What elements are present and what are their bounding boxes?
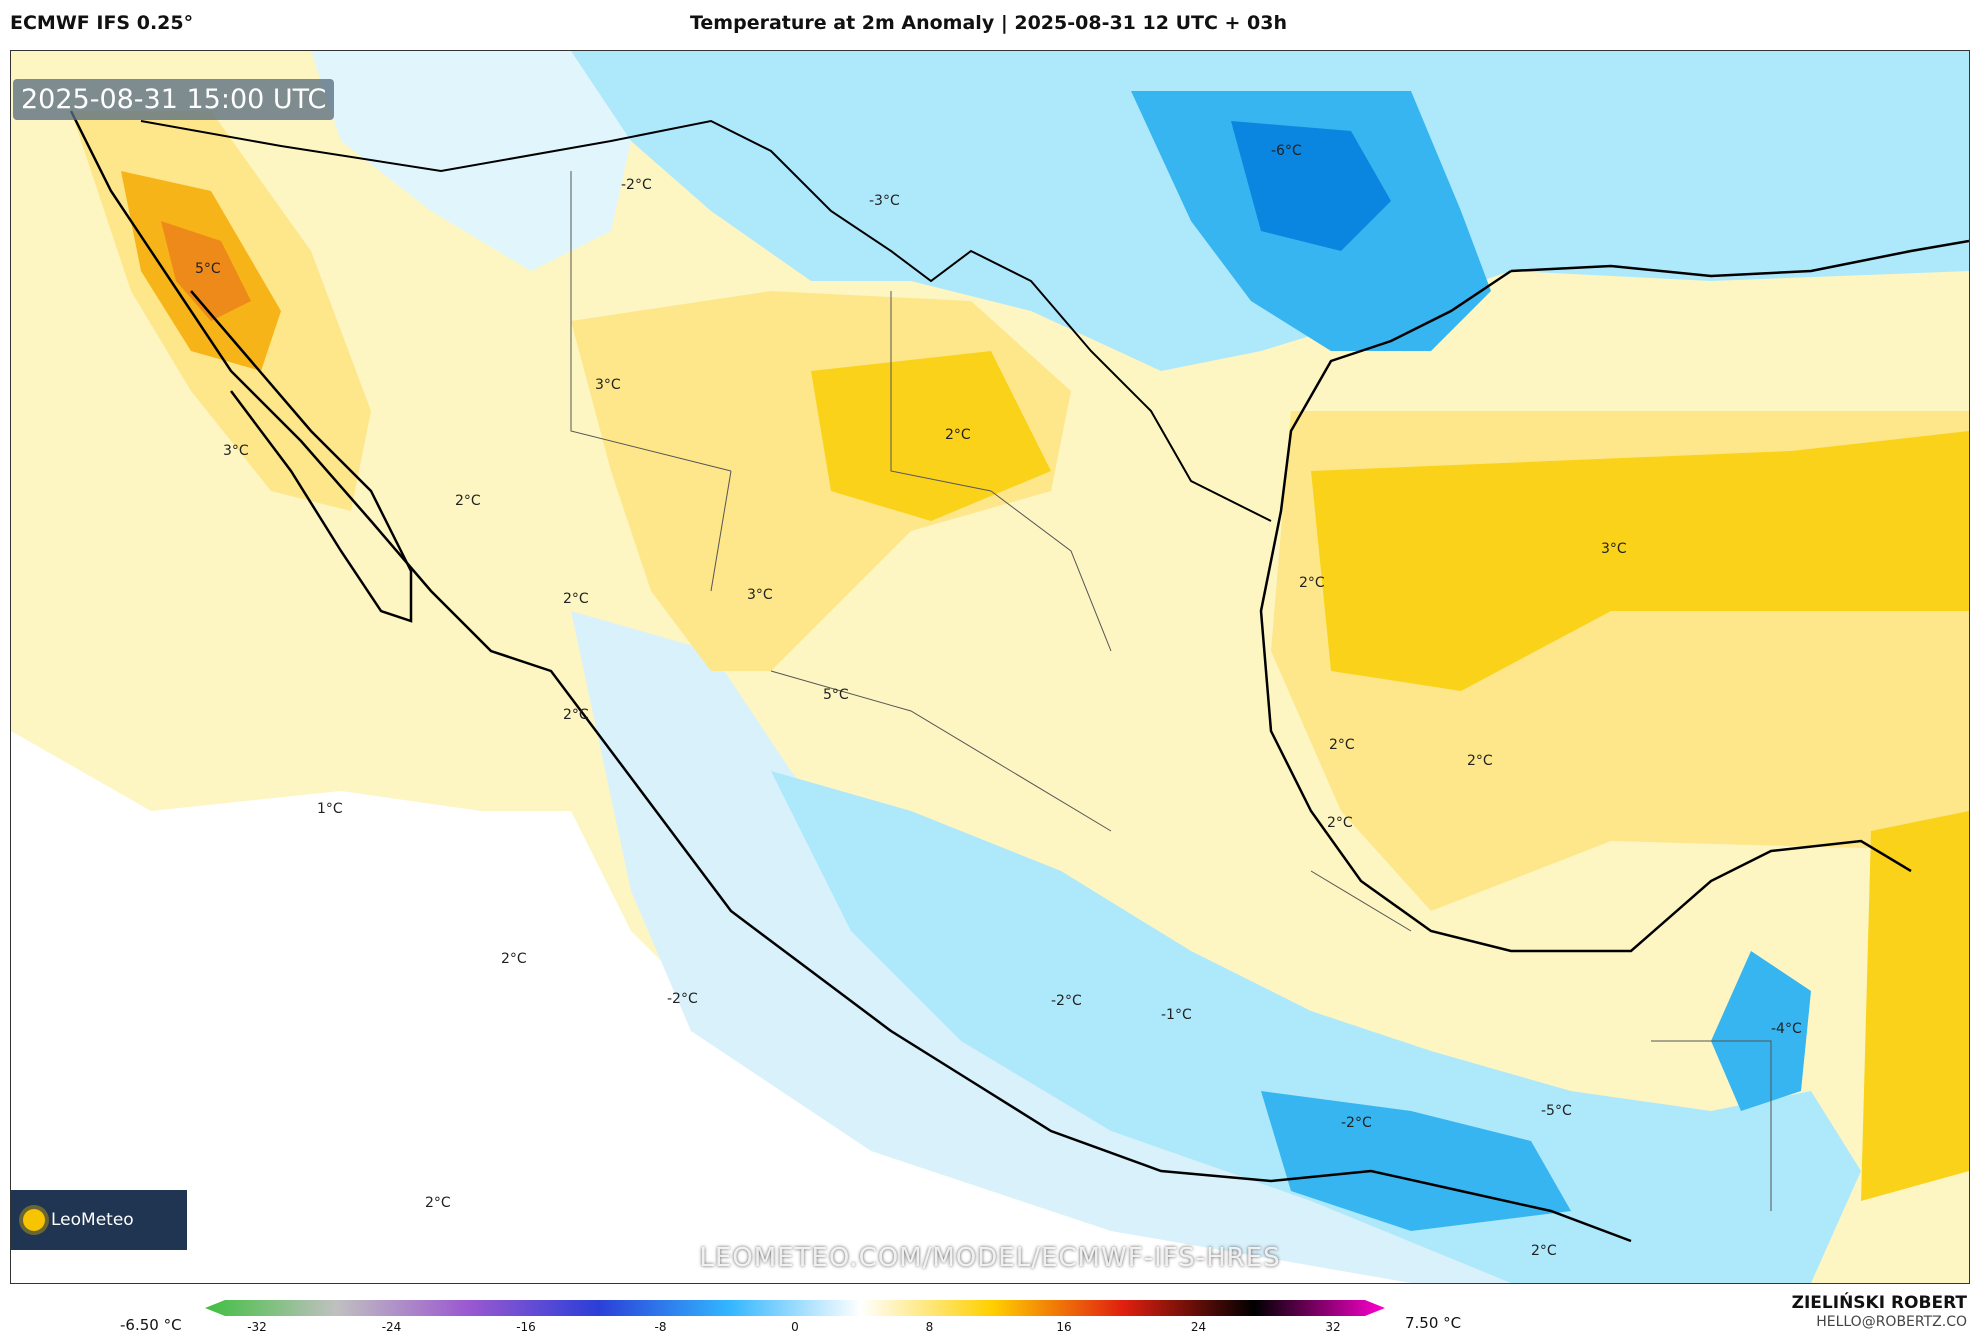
anomaly-label: 2°C <box>945 427 971 443</box>
colorbar-ticks: -32 -24 -16 -8 0 8 16 24 32 <box>205 1320 1385 1336</box>
leometeo-logo: LeoMeteo <box>11 1190 187 1250</box>
anomaly-label: 2°C <box>1299 575 1325 591</box>
anomaly-label: 3°C <box>1601 541 1627 557</box>
border-us-mexico <box>140 119 1272 522</box>
colorbar-footer: -6.50 °C -32 -24 -16 -8 0 8 16 24 32 7.50 °C ZIE… <box>0 1290 1977 1338</box>
neutral-mexico-coast <box>571 611 1611 1283</box>
anomaly-label: 2°C <box>1467 753 1493 769</box>
colorbar-tick-label: 32 <box>1325 1320 1341 1334</box>
anomaly-label: 3°C <box>595 377 621 393</box>
coastline-baja-east <box>190 290 413 623</box>
colorbar-strip <box>205 1300 1385 1316</box>
map-title: Temperature at 2m Anomaly | 2025-08-31 1… <box>689 12 1288 34</box>
author-email: HELLO@ROBERTZ.CO <box>1816 1314 1967 1330</box>
anomaly-label: 2°C <box>425 1195 451 1211</box>
colorbar-tick-label: 0 <box>791 1320 799 1334</box>
anomaly-label: -3°C <box>869 193 900 209</box>
colorbar-tick-label: -16 <box>516 1320 536 1334</box>
anomaly-label: 2°C <box>1531 1243 1557 1259</box>
coastline-us-gulf <box>1510 239 1969 278</box>
logo-text: LeoMeteo <box>51 1210 134 1230</box>
colorbar-tick-label: 16 <box>1056 1320 1072 1334</box>
anomaly-label: -2°C <box>1341 1115 1372 1131</box>
coastline-pacific <box>69 110 1632 1243</box>
colorbar-tick-label: 8 <box>925 1320 934 1334</box>
colorbar-tick-label: 24 <box>1190 1320 1207 1334</box>
anomaly-label: 2°C <box>455 493 481 509</box>
cold-region-california <box>311 51 631 271</box>
anomaly-label: 3°C <box>747 587 773 603</box>
anomaly-label: -5°C <box>1541 1103 1572 1119</box>
anomaly-label: 5°C <box>823 687 849 703</box>
colorbar <box>205 1300 1385 1316</box>
colorbar-min-label: -6.50 °C <box>120 1316 182 1334</box>
warm-core-gulf <box>1311 431 1969 691</box>
cold-max-texas <box>1231 121 1391 251</box>
author-name: ZIELIŃSKI ROBERT <box>1791 1293 1967 1313</box>
anomaly-label: 3°C <box>223 443 249 459</box>
anomaly-label: 2°C <box>501 951 527 967</box>
warm-region-yucatan-east <box>1861 811 1969 1201</box>
anomaly-label: -2°C <box>1051 993 1082 1009</box>
warm-core-sierra-madre <box>811 351 1051 521</box>
cold-core-south-mexico <box>1261 1091 1571 1231</box>
cold-region-south-mexico <box>771 771 1861 1283</box>
anomaly-label: 2°C <box>1329 737 1355 753</box>
colorbar-tick-label: -24 <box>381 1320 402 1334</box>
colorbar-tick-label: -8 <box>654 1320 667 1334</box>
anomaly-label: 2°C <box>563 591 589 607</box>
anomaly-label: 5°C <box>195 261 221 277</box>
sun-icon <box>23 1209 45 1231</box>
valid-time-stamp: 2025-08-31 15:00 UTC <box>13 79 335 120</box>
map-canvas <box>11 51 1969 1283</box>
anomaly-label: -1°C <box>1161 1007 1192 1023</box>
colorbar-max-label: 7.50 °C <box>1405 1314 1462 1332</box>
cold-core-yucatan <box>1711 951 1811 1111</box>
coastline-gulf <box>1259 269 1912 953</box>
colorbar-tick-label: -32 <box>247 1320 267 1334</box>
neutral-pacific <box>11 731 1411 1283</box>
anomaly-label: 1°C <box>317 801 343 817</box>
model-name: ECMWF IFS 0.25° <box>10 12 194 34</box>
anomaly-label: 2°C <box>563 707 589 723</box>
anomaly-label: 2°C <box>1327 815 1353 831</box>
anomaly-label: -6°C <box>1271 143 1302 159</box>
anomaly-label: -4°C <box>1771 1021 1802 1037</box>
warm-max-baja <box>161 221 251 321</box>
anomaly-label: -2°C <box>621 177 652 193</box>
anomaly-map: 2025-08-31 15:00 UTC -6°C -2°C -3°C 5°C … <box>10 50 1970 1284</box>
state-borders <box>570 171 1772 1211</box>
site-watermark: LEOMETEO.COM/MODEL/ECMWF-IFS-HRES <box>699 1243 1281 1273</box>
anomaly-label: -2°C <box>667 991 698 1007</box>
